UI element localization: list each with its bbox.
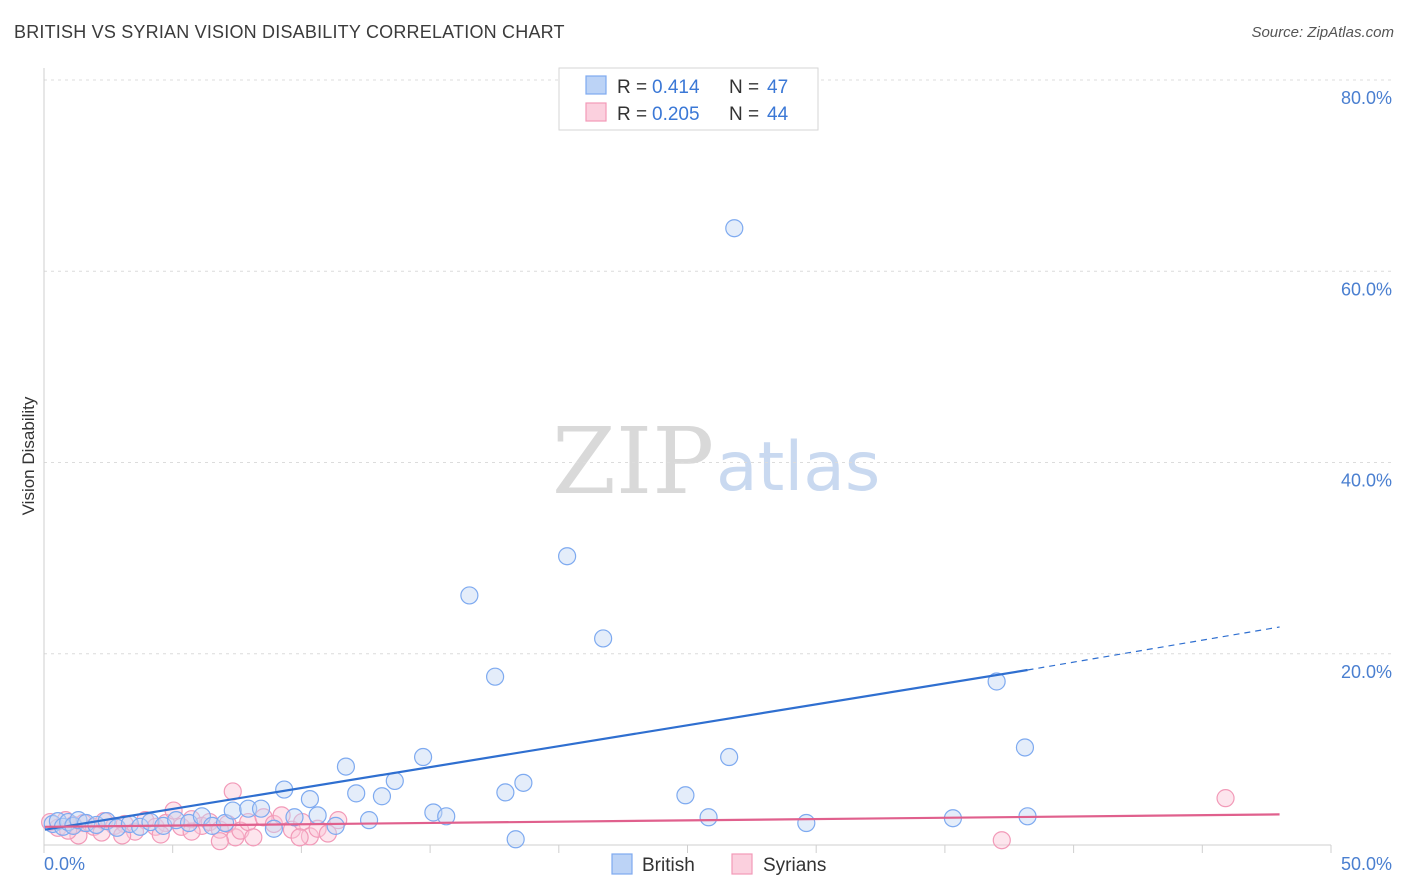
gridlines xyxy=(44,79,1392,655)
british-point xyxy=(676,786,695,805)
british-point xyxy=(1015,738,1035,757)
british-point xyxy=(300,789,320,809)
british-point xyxy=(797,813,816,833)
british-point xyxy=(347,784,366,803)
british-point xyxy=(251,799,271,818)
british-point xyxy=(720,747,739,767)
y-tick-label-20: 20.0% xyxy=(1341,662,1392,682)
british-point xyxy=(987,672,1006,691)
x-tick-min: 0.0% xyxy=(44,854,85,874)
british-point xyxy=(413,747,433,767)
british-point xyxy=(326,816,345,835)
british-points xyxy=(43,219,1037,849)
legend-british-swatch xyxy=(585,75,607,95)
watermark-zip: ZIP xyxy=(552,408,714,515)
source-label: Source: ZipAtlas.com xyxy=(1251,24,1394,41)
bottom-legend-british: British xyxy=(642,855,695,876)
british-point xyxy=(285,808,304,827)
british-point xyxy=(558,547,577,566)
bottom-legend-british-swatch xyxy=(611,853,633,875)
legend-syrians-n-value: 44 xyxy=(767,104,789,125)
british-point xyxy=(359,811,379,830)
legend-syrians-r-label: R = xyxy=(617,104,647,125)
british-point xyxy=(336,757,356,776)
british-point xyxy=(725,219,744,238)
british-point xyxy=(486,667,505,686)
bottom-legend: British Syrians xyxy=(611,853,826,876)
legend-syrians-r-value: 0.205 xyxy=(652,104,700,125)
bottom-legend-syrians-swatch xyxy=(731,853,753,875)
legend-british-r-value: 0.414 xyxy=(652,77,700,98)
y-tick-label-40: 40.0% xyxy=(1341,471,1392,491)
chart-title: BRITISH VS SYRIAN VISION DISABILITY CORR… xyxy=(14,22,565,42)
british-point xyxy=(506,830,525,849)
syrians-point xyxy=(244,828,263,847)
legend-british-n-value: 47 xyxy=(767,77,788,98)
watermark-atlas: atlas xyxy=(716,428,880,507)
british-point xyxy=(308,806,327,825)
british-point xyxy=(437,807,456,826)
y-axis-label: Vision Disability xyxy=(19,396,38,515)
british-point xyxy=(223,801,242,820)
watermark: ZIP atlas xyxy=(552,408,880,515)
british-point xyxy=(264,819,284,838)
syrians-point xyxy=(992,831,1011,850)
axes xyxy=(43,68,1332,853)
legend-british-n-label: N = xyxy=(729,77,759,98)
british-point xyxy=(496,783,515,802)
british-point xyxy=(239,799,258,818)
syrians-point xyxy=(210,832,229,851)
british-trend-extension xyxy=(1027,626,1280,671)
syrians-trend-line xyxy=(44,813,1280,828)
legend-box: R = 0.414 N = 47 R = 0.205 N = 44 xyxy=(558,67,819,131)
trend-lines xyxy=(44,626,1280,831)
british-point xyxy=(699,808,718,827)
y-tick-labels: 20.0% 40.0% 60.0% 80.0% xyxy=(1341,88,1392,682)
british-point xyxy=(372,787,392,806)
syrians-point xyxy=(290,828,309,847)
legend-british-r-label: R = xyxy=(617,77,647,98)
legend-syrians-swatch xyxy=(585,102,607,122)
legend-syrians-n-label: N = xyxy=(729,104,759,125)
british-point xyxy=(514,773,533,792)
x-tick-max: 50.0% xyxy=(1341,854,1392,874)
y-tick-label-80: 80.0% xyxy=(1341,88,1392,108)
y-tick-label-60: 60.0% xyxy=(1341,279,1392,299)
bottom-legend-syrians: Syrians xyxy=(763,855,826,876)
british-point xyxy=(594,629,613,648)
british-trend-line xyxy=(44,668,1028,831)
british-point xyxy=(385,771,404,791)
syrians-point xyxy=(1216,789,1235,808)
british-point xyxy=(460,586,479,605)
